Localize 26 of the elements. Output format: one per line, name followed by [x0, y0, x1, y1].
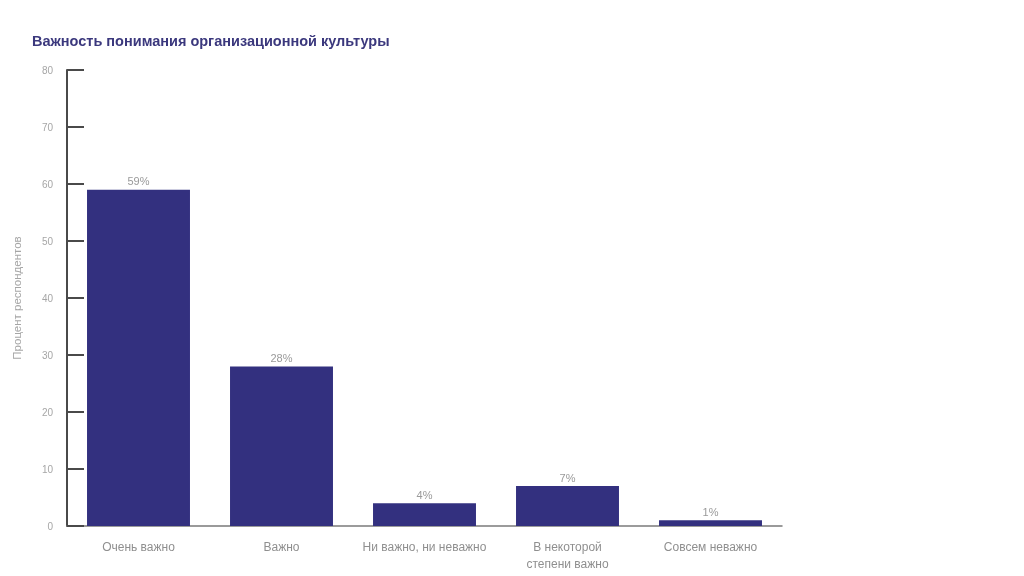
y-tick-label: 20 [41, 406, 54, 418]
y-tick-label: 30 [41, 349, 54, 361]
y-tick-label: 70 [41, 121, 54, 133]
x-tick-label: Совсем неважно [663, 539, 758, 554]
y-tick-label: 50 [41, 235, 54, 247]
x-tick-label: В некоторой степени важно [526, 539, 609, 571]
data-label: 59% [127, 175, 150, 188]
y-tick-label: 0 [47, 520, 54, 532]
bar [87, 189, 190, 526]
data-label: 4% [416, 488, 433, 501]
bar [230, 366, 333, 526]
chart-title: Важность понимания организационной культуры [32, 32, 390, 49]
y-tick-label: 80 [41, 64, 54, 76]
data-label: 7% [559, 471, 576, 484]
bar [659, 520, 762, 526]
x-tick-label: Важно [263, 539, 300, 554]
y-tick-label: 10 [41, 463, 54, 475]
y-tick-label: 60 [41, 178, 54, 190]
data-label: 28% [270, 351, 293, 364]
x-tick-label: Очень важно [102, 539, 176, 554]
data-label: 1% [702, 505, 719, 518]
bar [373, 503, 476, 526]
bar [516, 486, 619, 526]
y-tick-label: 40 [41, 292, 54, 304]
x-tick-label: Ни важно, ни неважно [362, 539, 487, 554]
y-axis-title: Процент респондентов [11, 236, 23, 360]
